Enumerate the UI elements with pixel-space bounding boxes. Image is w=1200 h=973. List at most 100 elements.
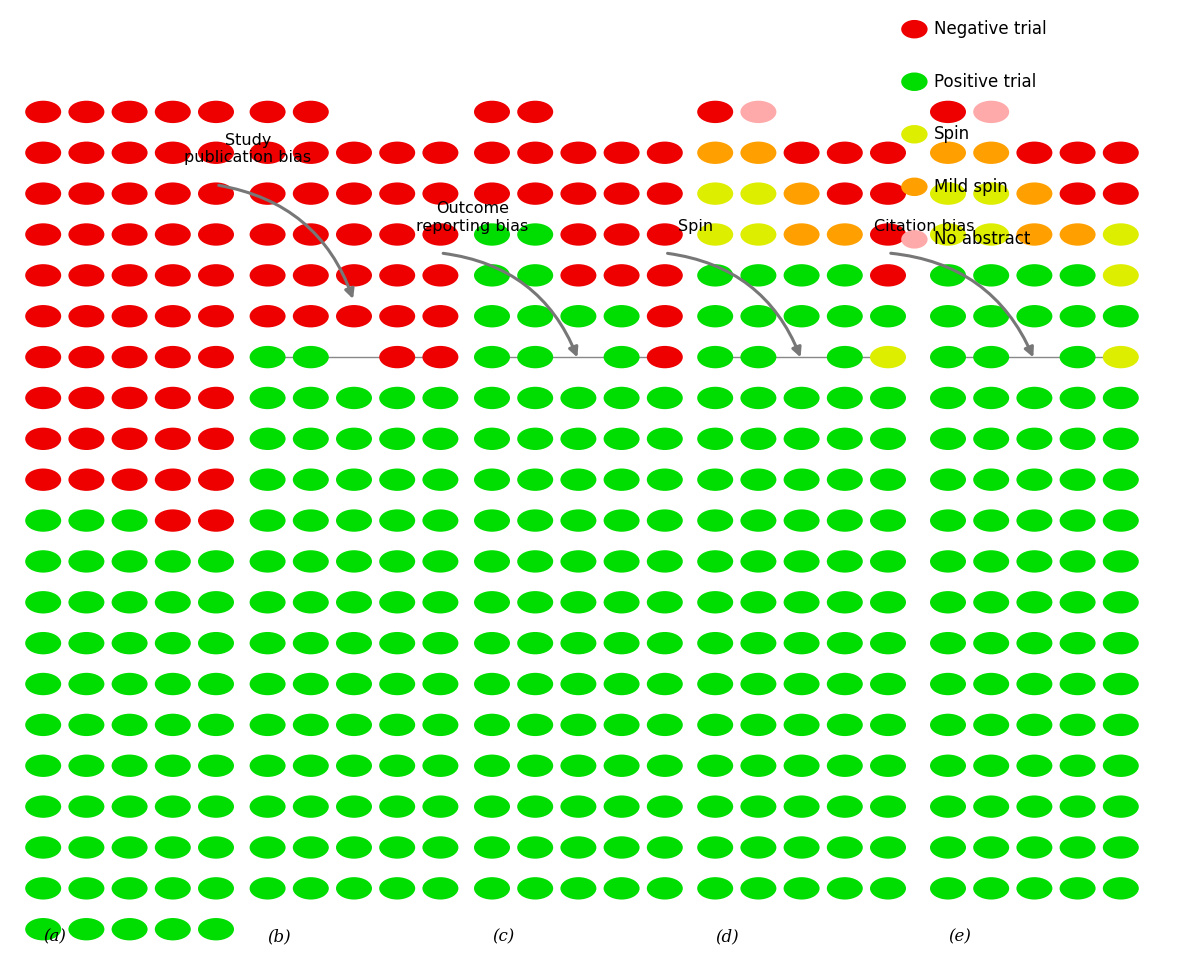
Ellipse shape (517, 223, 553, 245)
Ellipse shape (250, 223, 286, 245)
Ellipse shape (870, 305, 906, 327)
Ellipse shape (870, 265, 906, 286)
Ellipse shape (1060, 591, 1096, 614)
Ellipse shape (379, 387, 415, 409)
Ellipse shape (1016, 836, 1052, 858)
Ellipse shape (827, 673, 863, 696)
Ellipse shape (870, 836, 906, 858)
Ellipse shape (1016, 550, 1052, 572)
Ellipse shape (25, 142, 61, 163)
Ellipse shape (25, 469, 61, 490)
Ellipse shape (379, 673, 415, 696)
Ellipse shape (250, 142, 286, 163)
Ellipse shape (870, 510, 906, 531)
Ellipse shape (25, 265, 61, 286)
Ellipse shape (293, 469, 329, 490)
Ellipse shape (336, 387, 372, 409)
Ellipse shape (422, 142, 458, 163)
Ellipse shape (379, 510, 415, 531)
Ellipse shape (250, 265, 286, 286)
Ellipse shape (379, 632, 415, 655)
Ellipse shape (1103, 183, 1139, 204)
Ellipse shape (1060, 755, 1096, 776)
Ellipse shape (155, 183, 191, 204)
Ellipse shape (740, 755, 776, 776)
Ellipse shape (25, 755, 61, 776)
Ellipse shape (336, 223, 372, 245)
Text: Spin: Spin (934, 126, 970, 143)
Ellipse shape (250, 101, 286, 123)
Ellipse shape (870, 591, 906, 614)
Ellipse shape (379, 469, 415, 490)
Ellipse shape (155, 265, 191, 286)
Ellipse shape (1103, 673, 1139, 696)
Ellipse shape (1060, 223, 1096, 245)
Ellipse shape (697, 836, 733, 858)
Ellipse shape (1016, 142, 1052, 163)
Ellipse shape (474, 223, 510, 245)
Ellipse shape (198, 755, 234, 776)
Ellipse shape (474, 878, 510, 899)
FancyArrowPatch shape (890, 253, 1032, 354)
Ellipse shape (1016, 673, 1052, 696)
Ellipse shape (68, 101, 104, 123)
Ellipse shape (930, 550, 966, 572)
Ellipse shape (68, 796, 104, 817)
Ellipse shape (474, 632, 510, 655)
Ellipse shape (870, 223, 906, 245)
Text: (c): (c) (492, 929, 515, 946)
Ellipse shape (1060, 878, 1096, 899)
Ellipse shape (379, 878, 415, 899)
Ellipse shape (930, 796, 966, 817)
Ellipse shape (740, 796, 776, 817)
Ellipse shape (560, 755, 596, 776)
Ellipse shape (112, 101, 148, 123)
Ellipse shape (604, 673, 640, 696)
Ellipse shape (112, 469, 148, 490)
Ellipse shape (973, 632, 1009, 655)
Ellipse shape (474, 469, 510, 490)
Ellipse shape (870, 714, 906, 736)
Ellipse shape (293, 673, 329, 696)
Ellipse shape (930, 591, 966, 614)
Ellipse shape (784, 223, 820, 245)
Ellipse shape (155, 510, 191, 531)
Ellipse shape (784, 142, 820, 163)
Ellipse shape (293, 510, 329, 531)
FancyArrowPatch shape (443, 253, 577, 354)
Ellipse shape (604, 836, 640, 858)
Ellipse shape (647, 428, 683, 450)
Ellipse shape (1016, 878, 1052, 899)
Ellipse shape (697, 142, 733, 163)
Ellipse shape (250, 550, 286, 572)
Ellipse shape (604, 510, 640, 531)
Ellipse shape (25, 714, 61, 736)
Ellipse shape (517, 469, 553, 490)
Ellipse shape (474, 836, 510, 858)
Ellipse shape (68, 469, 104, 490)
Ellipse shape (250, 469, 286, 490)
Ellipse shape (68, 428, 104, 450)
Text: Outcome
reporting bias: Outcome reporting bias (416, 201, 528, 234)
Ellipse shape (198, 183, 234, 204)
Ellipse shape (422, 632, 458, 655)
Ellipse shape (973, 183, 1009, 204)
Ellipse shape (1060, 183, 1096, 204)
Ellipse shape (68, 183, 104, 204)
Ellipse shape (827, 510, 863, 531)
Ellipse shape (517, 265, 553, 286)
Ellipse shape (784, 796, 820, 817)
FancyArrowPatch shape (667, 253, 800, 354)
Ellipse shape (250, 796, 286, 817)
Ellipse shape (740, 346, 776, 368)
Ellipse shape (1016, 387, 1052, 409)
Ellipse shape (517, 305, 553, 327)
Ellipse shape (250, 836, 286, 858)
FancyArrowPatch shape (218, 185, 353, 296)
Text: Spin: Spin (678, 219, 714, 234)
Ellipse shape (198, 919, 234, 940)
Ellipse shape (379, 550, 415, 572)
Ellipse shape (250, 591, 286, 614)
Ellipse shape (422, 183, 458, 204)
Ellipse shape (155, 101, 191, 123)
